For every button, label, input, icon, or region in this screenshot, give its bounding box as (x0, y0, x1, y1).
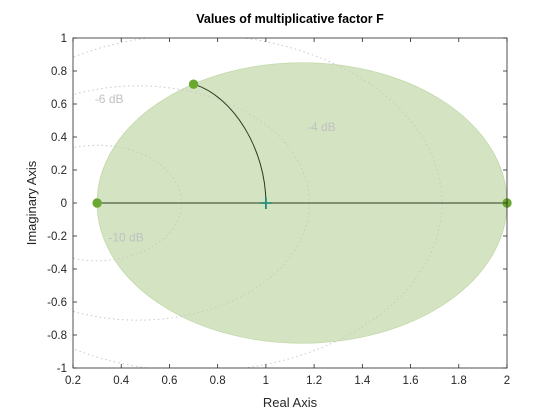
y-tick-label: 0.8 (51, 66, 67, 78)
y-tick-label: -0.4 (47, 264, 67, 276)
y-tick-label: 0.6 (51, 99, 67, 111)
y-tick-label: -0.8 (47, 330, 67, 342)
y-tick-label: -0.2 (47, 231, 67, 243)
x-tick-label: 0.2 (65, 375, 81, 387)
y-tick-label: -1 (57, 363, 67, 375)
x-axis-label: Real Axis (263, 395, 318, 410)
x-tick-label: 1.8 (451, 375, 467, 387)
data-point (92, 198, 102, 208)
x-axis: 0.2 0.4 0.6 0.8 1 1.2 1.4 1.6 1.8 2 (65, 38, 510, 387)
x-tick-label: 1.4 (354, 375, 371, 387)
y-axis: -1 -0.8 -0.6 -0.4 -0.2 0 0.2 0.4 0.6 0.8 1 (47, 33, 507, 375)
chart-title: Values of multiplicative factor F (196, 12, 384, 26)
data-point (188, 79, 199, 89)
db-label: -6 dB (95, 92, 124, 106)
arc-curve (193, 83, 267, 204)
x-tick-label: 1.2 (306, 375, 322, 387)
nominal-marker (259, 197, 272, 209)
x-tick-label: 1.6 (403, 375, 419, 387)
y-tick-label: 1 (61, 33, 67, 45)
db-label: -10 dB (108, 231, 143, 245)
x-tick-label: 0.6 (161, 375, 177, 387)
y-tick-label: 0 (61, 198, 67, 210)
x-tick-label: 2 (504, 375, 510, 387)
y-tick-label: 0.4 (51, 132, 68, 144)
x-tick-label: 0.4 (113, 375, 130, 387)
db-label: -4 dB (307, 120, 336, 134)
x-tick-label: 0.8 (210, 375, 226, 387)
y-tick-label: 0.2 (51, 165, 67, 177)
y-tick-label: -0.6 (47, 297, 67, 309)
plot-content (73, 38, 507, 368)
db-labels: -10 dB -6 dB -4 dB (95, 92, 336, 245)
x-tick-label: 1 (263, 375, 269, 387)
y-axis-label: Imaginary Axis (24, 160, 39, 245)
